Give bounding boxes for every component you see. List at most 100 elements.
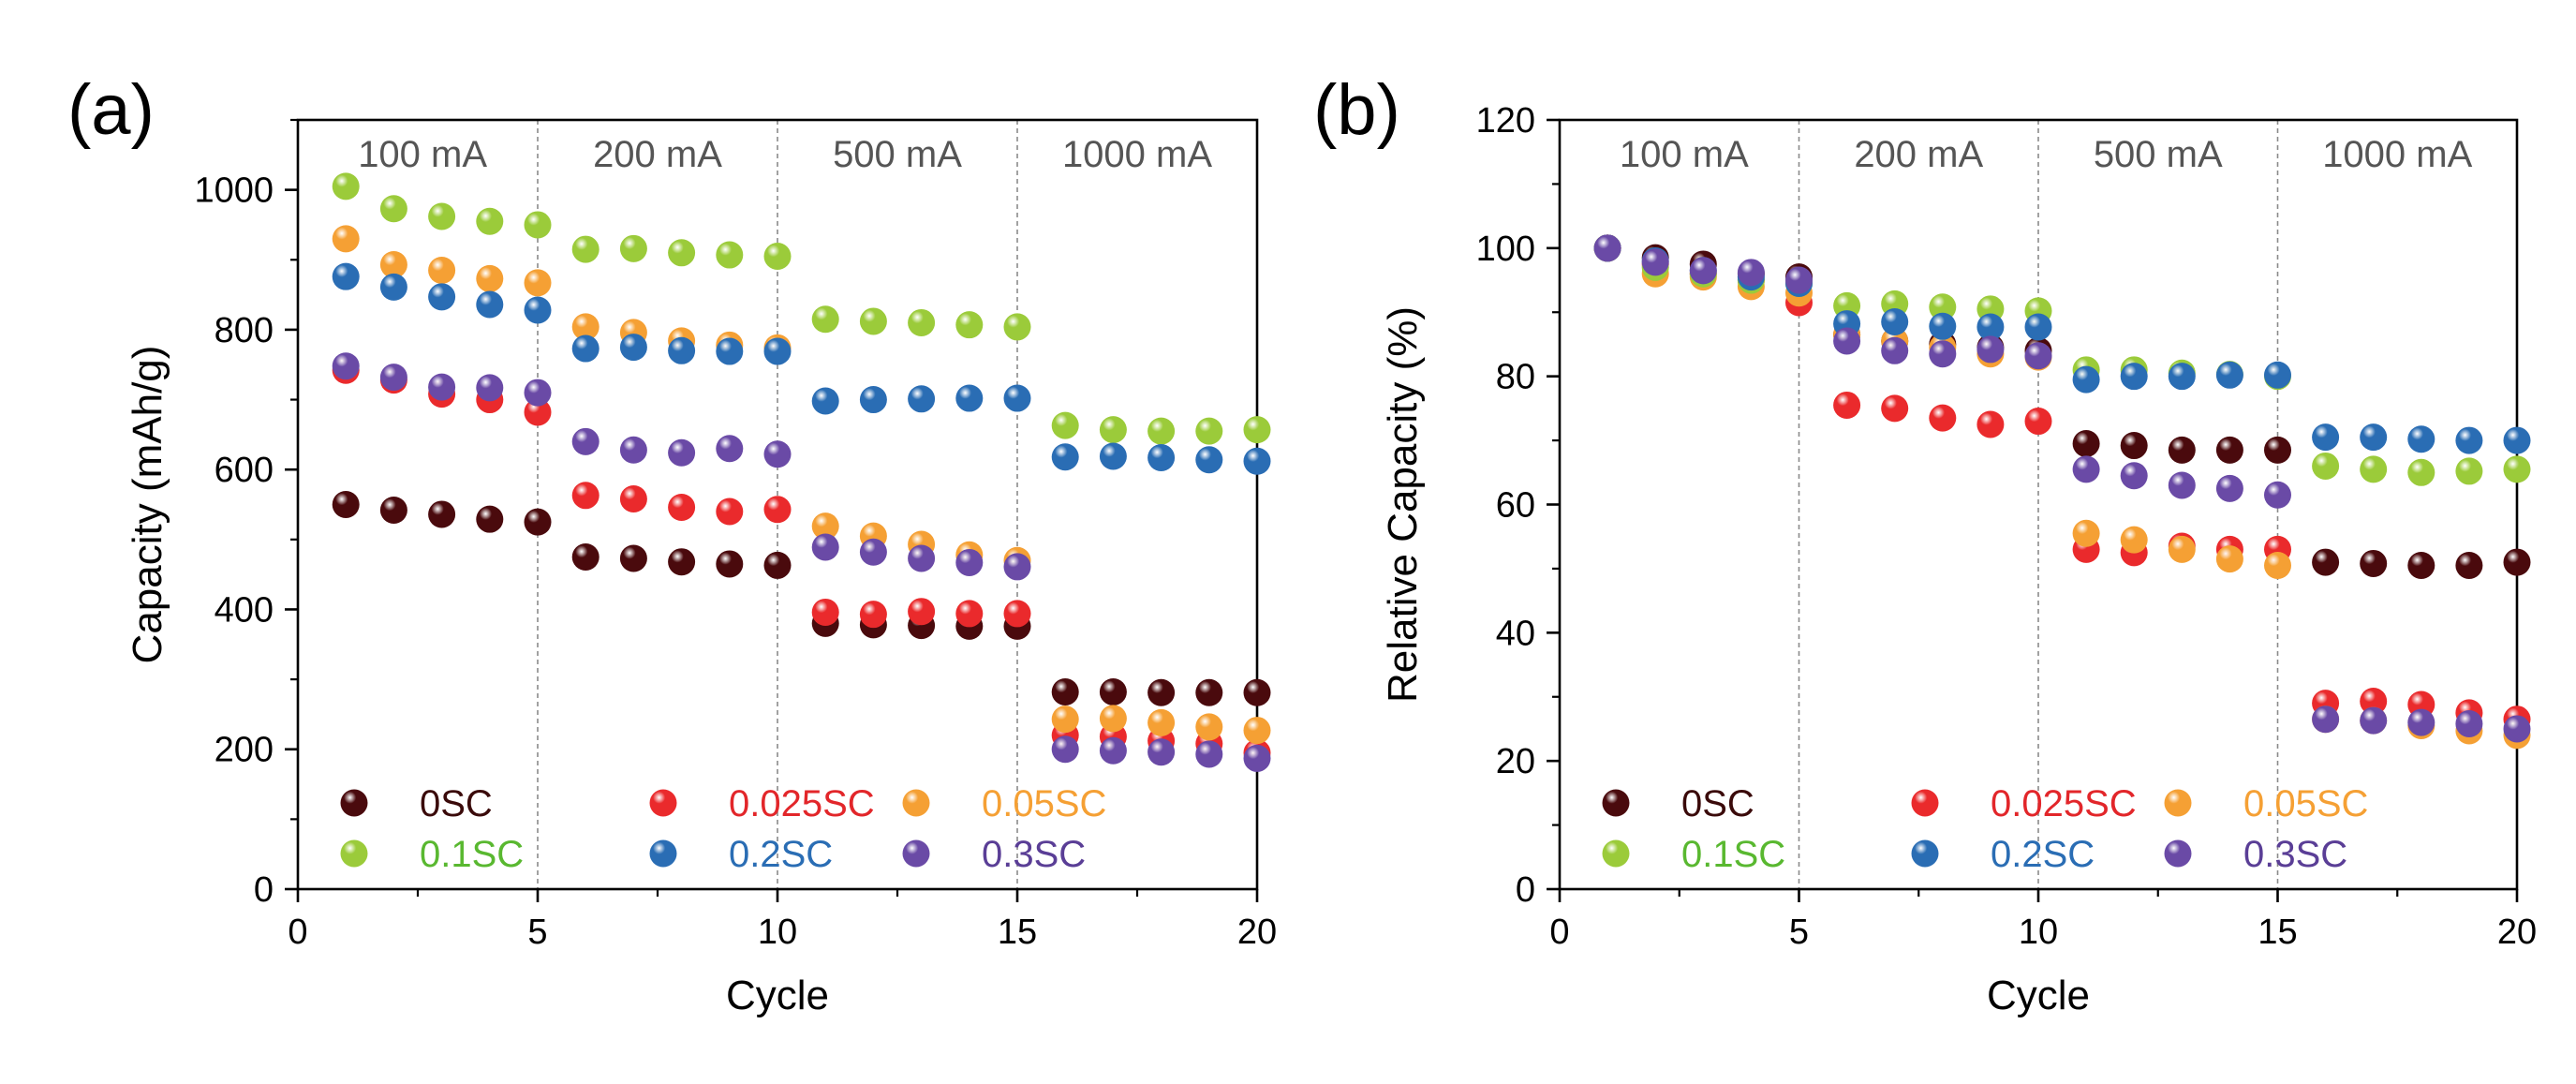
data-point <box>1147 708 1176 736</box>
data-point <box>1051 735 1079 764</box>
data-point <box>908 544 936 572</box>
series-s0 <box>1593 234 2531 579</box>
data-point <box>524 296 552 324</box>
legend-marker <box>649 789 677 817</box>
legend-marker <box>649 839 677 868</box>
stage-label: 100 mA <box>358 134 487 175</box>
data-point <box>1243 717 1271 745</box>
data-point <box>2024 342 2052 370</box>
data-point <box>2407 708 2435 736</box>
y-tick-label: 40 <box>1496 614 1535 653</box>
data-point <box>379 496 407 524</box>
data-point <box>1195 446 1223 474</box>
data-point <box>2503 715 2531 743</box>
data-point <box>2120 363 2148 391</box>
data-point <box>1929 404 1957 432</box>
stage-label: 100 mA <box>1620 134 1749 175</box>
data-point <box>2120 462 2148 490</box>
data-point <box>524 398 552 426</box>
data-point <box>2168 436 2196 464</box>
data-point <box>1929 293 1957 321</box>
series-s3 <box>1593 234 2531 486</box>
data-point <box>2024 313 2052 341</box>
series-s4 <box>332 262 1271 475</box>
data-point <box>1003 313 1031 341</box>
data-point <box>571 427 600 455</box>
data-point <box>2072 365 2100 394</box>
y-tick-label: 400 <box>215 590 274 630</box>
y-tick-label: 0 <box>254 870 274 910</box>
data-point <box>1737 259 1765 287</box>
legend: 0SC 0.025SC 0.05SC 0.1SC 0.2SC 0.3SC <box>1602 783 2368 875</box>
x-tick-label: 10 <box>758 913 797 952</box>
legend: 0SC 0.025SC 0.05SC 0.1SC 0.2SC 0.3SC <box>340 783 1106 875</box>
data-point <box>1003 384 1031 412</box>
data-point <box>2360 455 2388 483</box>
data-point <box>1881 308 1909 336</box>
data-point <box>668 438 696 467</box>
stage-label: 500 mA <box>2094 134 2223 175</box>
data-point <box>1641 248 1669 276</box>
data-point <box>1881 394 1909 423</box>
data-point <box>716 241 744 269</box>
data-point <box>2264 436 2291 464</box>
x-tick-label: 15 <box>998 913 1037 952</box>
y-tick-label: 600 <box>215 451 274 490</box>
data-point <box>379 273 407 301</box>
stage-label: 1000 mA <box>1062 134 1212 175</box>
data-point <box>1243 678 1271 706</box>
data-point <box>476 505 504 533</box>
data-point <box>2120 526 2148 554</box>
data-point <box>2215 436 2243 464</box>
data-point <box>2215 474 2243 502</box>
legend-marker <box>2164 789 2192 817</box>
y-tick-label: 100 <box>1476 230 1535 269</box>
data-point <box>476 290 504 319</box>
y-tick-label: 120 <box>1476 101 1535 141</box>
data-point <box>1099 678 1127 706</box>
series-s4 <box>1593 234 2531 454</box>
legend-label: 0.05SC <box>982 783 1106 824</box>
data-point <box>1147 678 1176 706</box>
data-point <box>1003 600 1031 628</box>
data-point <box>716 435 744 463</box>
stage-label: 500 mA <box>833 134 962 175</box>
y-tick-label: 0 <box>1516 870 1535 910</box>
panel-b: (b) 100 mA 200 mA 500 mA 1000 mA 0 5 10 15 20 0 20 4… <box>1313 70 2537 1018</box>
data-point <box>2024 408 2052 436</box>
data-point <box>379 364 407 392</box>
data-point <box>1785 266 1813 294</box>
data-point <box>668 493 696 521</box>
data-point <box>332 172 360 200</box>
legend-marker <box>1602 839 1630 868</box>
data-point <box>2072 455 2100 483</box>
data-point <box>763 243 792 271</box>
data-point <box>619 544 647 572</box>
legend-label: 0SC <box>420 783 493 824</box>
data-point <box>908 385 936 413</box>
data-point <box>859 386 887 414</box>
data-point <box>763 551 792 579</box>
data-point <box>619 234 647 262</box>
data-point <box>1833 327 1861 355</box>
data-point <box>859 538 887 566</box>
data-point <box>1195 740 1223 768</box>
data-point <box>668 548 696 576</box>
data-point <box>908 598 936 626</box>
data-point <box>1099 705 1127 733</box>
data-point <box>859 307 887 335</box>
legend-label: 0.2SC <box>729 834 833 875</box>
data-point <box>379 195 407 223</box>
data-point <box>1051 411 1079 439</box>
data-point <box>2503 455 2531 483</box>
series-s3 <box>332 172 1271 445</box>
legend-marker <box>340 839 368 868</box>
y-tick-label: 80 <box>1496 358 1535 397</box>
data-point <box>2264 551 2291 579</box>
data-point <box>955 600 984 628</box>
legend-marker <box>1911 839 1939 868</box>
y-tick-label: 1000 <box>194 171 274 211</box>
x-axis-label: Cycle <box>726 973 829 1018</box>
data-point <box>1689 257 1717 285</box>
data-point <box>2312 452 2340 480</box>
